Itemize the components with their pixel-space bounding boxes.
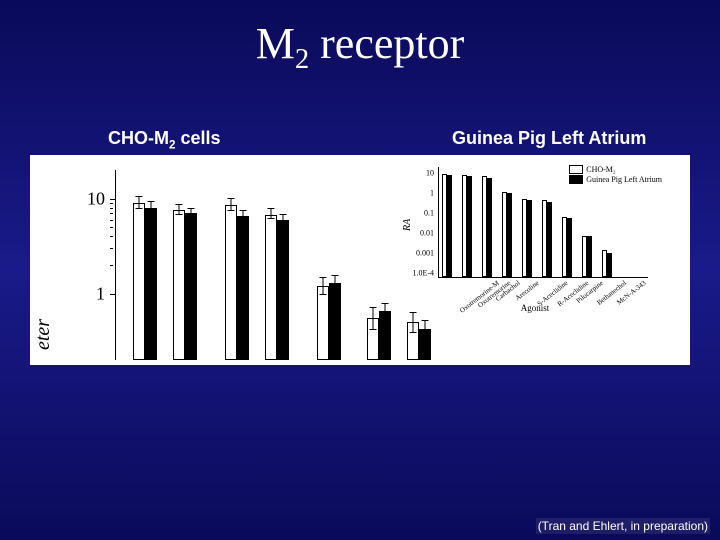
title-text-b: receptor xyxy=(309,19,464,68)
inset-chart: RA 1010.10.010.0011.0E-4 Oxotremorine-MO… xyxy=(400,161,670,311)
inset-bar-black xyxy=(607,253,612,277)
bar-black xyxy=(329,283,341,360)
slide-title: M2 receptor xyxy=(0,18,720,76)
main-chart-axis: 110 xyxy=(115,170,415,360)
left-chart-label: CHO-M2 cells xyxy=(108,128,221,152)
right-chart-label: Guinea Pig Left Atrium xyxy=(452,128,646,149)
inset-bar-black xyxy=(567,218,572,277)
legend-swatch-black xyxy=(569,175,583,184)
bar-white xyxy=(133,203,145,360)
bar-black xyxy=(185,213,197,360)
bar-white xyxy=(265,215,277,360)
bar-black xyxy=(145,208,157,360)
title-text-a: M xyxy=(256,19,295,68)
bar-black xyxy=(379,311,391,360)
title-sub: 2 xyxy=(295,44,309,75)
inset-bar-black xyxy=(527,200,532,277)
inset-yaxis xyxy=(438,167,439,277)
inset-ytick: 0.01 xyxy=(420,229,434,238)
inset-xaxis xyxy=(438,277,648,278)
inset-legend: CHO-M₂ Guinea Pig Left Atrium xyxy=(569,165,662,185)
inset-xlabel: Agonist xyxy=(400,303,670,313)
ytick-label: 1 xyxy=(96,283,105,304)
inset-bar-black xyxy=(487,178,492,277)
inset-bar-black xyxy=(447,175,452,277)
chart-panel: eter 110 RA 1010.10.010.0011.0E-4 Oxotre… xyxy=(30,155,690,365)
left-label-b: cells xyxy=(176,128,221,148)
inset-ylabel: RA xyxy=(402,219,413,231)
inset-ytick: 10 xyxy=(426,169,434,178)
inset-bar-black xyxy=(587,236,592,277)
bar-white xyxy=(317,286,329,360)
inset-ytick: 0.001 xyxy=(416,249,434,258)
main-bars xyxy=(115,170,415,360)
bar-white xyxy=(225,205,237,360)
inset-ytick: 1.0E-4 xyxy=(412,269,434,278)
inset-ytick: 0.1 xyxy=(424,209,434,218)
citation-text: (Tran and Ehlert, in preparation) xyxy=(536,518,710,534)
ytick-label: 10 xyxy=(87,188,105,209)
bar-white xyxy=(367,318,379,360)
bar-black xyxy=(277,220,289,360)
slide: M2 receptor CHO-M2 cells Guinea Pig Left… xyxy=(0,0,720,540)
bar-black xyxy=(419,329,431,360)
legend-swatch-white xyxy=(569,165,583,174)
inset-bar-black xyxy=(467,176,472,277)
legend-label-0: CHO-M₂ xyxy=(586,165,615,174)
bar-black xyxy=(237,216,249,360)
inset-bar-black xyxy=(507,193,512,277)
legend-label-1: Guinea Pig Left Atrium xyxy=(586,175,662,184)
bar-white xyxy=(173,210,185,360)
inset-ytick: 1 xyxy=(430,189,434,198)
left-label-a: CHO-M xyxy=(108,128,169,148)
bar-white xyxy=(407,322,419,360)
inset-bar-black xyxy=(547,202,552,277)
y-axis-label-fragment: eter xyxy=(32,319,55,350)
